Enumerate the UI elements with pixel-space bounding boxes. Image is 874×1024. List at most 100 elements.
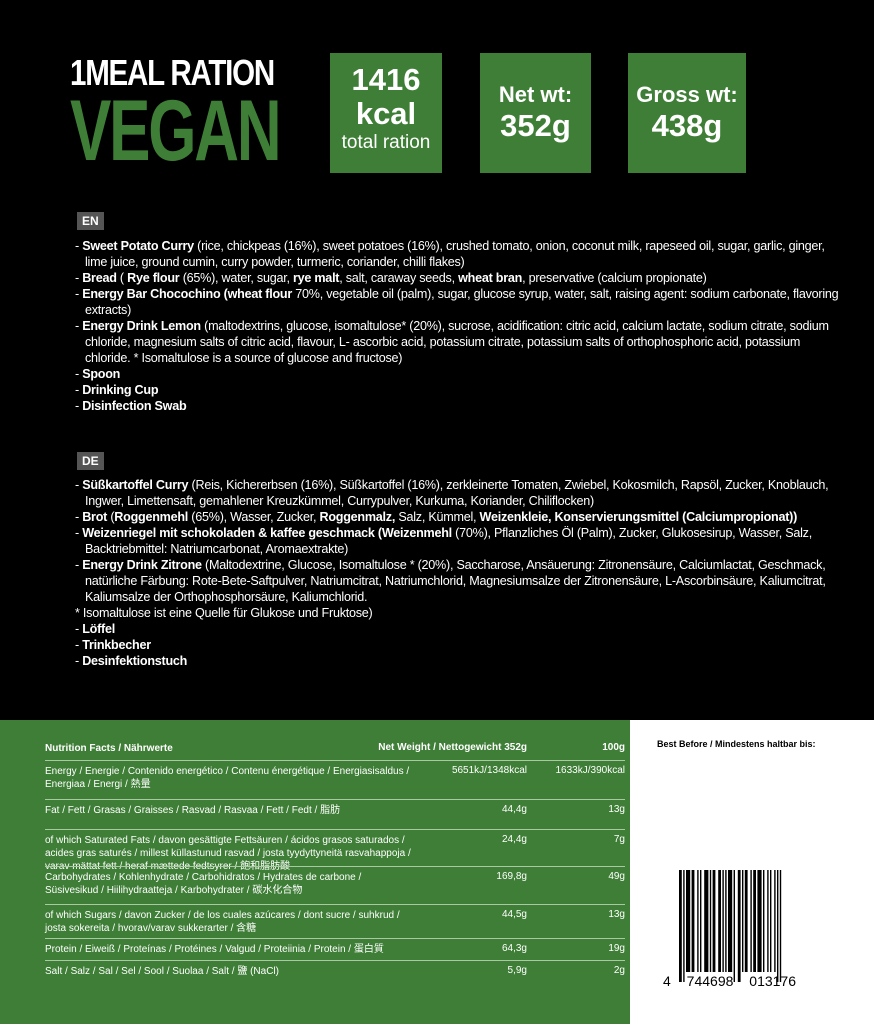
ingredient-name: Sweet Potato Curry: [82, 239, 194, 253]
gross-weight-value: 438g: [651, 108, 723, 143]
ingredient-item: - Trinkbecher: [75, 637, 845, 653]
nutrition-row: Salt / Salz / Sal / Sel / Sool / Suolaa …: [45, 960, 625, 986]
ingredient-text: * Isomaltulose ist eine Quelle für Gluko…: [75, 606, 373, 620]
barcode-bar: [712, 870, 716, 972]
ingredient-name: Energy Drink Zitrone: [82, 558, 202, 572]
nutrient-net-value: 64,3g: [501, 943, 527, 954]
nutrient-per100-value: 2g: [613, 965, 625, 976]
ingredient-name: wheat bran: [458, 271, 523, 285]
ingredient-text: , salt, caraway seeds,: [339, 271, 459, 285]
ingredient-name: Desinfektionstuch: [82, 654, 188, 668]
barcode-bar: [770, 870, 772, 972]
ingredient-name: Disinfection Swab: [82, 399, 187, 413]
en-ingredients: - Sweet Potato Curry (rice, chickpeas (1…: [75, 238, 845, 414]
net-weight-box: Net wt: 352g: [480, 53, 591, 173]
ingredient-text: Salz, Kümmel,: [395, 510, 480, 524]
barcode-bar: [779, 870, 782, 982]
nutrition-row: Energy / Energie / Contenido energético …: [45, 760, 625, 799]
nutrient-label: Carbohydrates / Kohlenhydrate / Carbohid…: [45, 872, 362, 896]
kcal-sub: total ration: [341, 132, 431, 153]
per-100g-header: 100g: [602, 742, 625, 753]
ingredient-text: (65%), Wasser, Zucker,: [188, 510, 320, 524]
nutrient-per100-value: 19g: [608, 943, 625, 954]
ingredient-name: Energy Bar Chocochino (wheat flour: [82, 287, 293, 301]
ingredient-item: - Weizenriegel mit schokoladen & kaffee …: [75, 525, 845, 557]
ingredient-text: -: [75, 654, 83, 668]
ingredient-text: (: [107, 510, 115, 524]
nutrition-row: of which Saturated Fats / davon gesättig…: [45, 829, 625, 872]
ingredient-name: Bread: [82, 271, 117, 285]
product-variant: VEGAN: [70, 83, 282, 179]
ingredient-item: - Drinking Cup: [75, 382, 845, 398]
nutrient-net-value: 169,8g: [496, 871, 527, 882]
ingredient-name: Roggenmehl: [114, 510, 189, 524]
barcode-bar: [686, 870, 691, 972]
ingredient-text: , preservative (calcium propionate): [522, 271, 707, 285]
nutrition-row: Carbohydrates / Kohlenhydrate / Carbohid…: [45, 866, 625, 904]
barcode-bar: [718, 870, 721, 972]
barcode-bar: [733, 870, 735, 982]
nutrient-per100-value: 49g: [608, 871, 625, 882]
barcode-bar: [728, 870, 733, 972]
ingredient-item: - Disinfection Swab: [75, 398, 845, 414]
barcode-bar: [742, 870, 744, 972]
ingredient-name: Brot: [82, 510, 108, 524]
ingredient-text: -: [75, 510, 83, 524]
ingredient-name: Weizenkleie, Konservierungsmittel (Calci…: [479, 510, 798, 524]
barcode-bar: [737, 870, 741, 982]
ingredient-name: Drinking Cup: [82, 383, 159, 397]
ingredient-text: -: [75, 478, 83, 492]
nutrient-label: Protein / Eiweiß / Proteínas / Protéines…: [45, 944, 384, 955]
nutrient-net-value: 5,9g: [507, 965, 527, 976]
ingredient-item: - Löffel: [75, 621, 845, 637]
ingredient-text: -: [75, 319, 83, 333]
ingredient-name: Trinkbecher: [82, 638, 151, 652]
barcode-bar: [709, 870, 712, 972]
nutrient-per100-value: 13g: [608, 909, 625, 920]
de-badge: DE: [77, 452, 104, 470]
ingredient-text: (: [116, 271, 128, 285]
ingredient-text: -: [75, 239, 83, 253]
product-line: 1MEAL RATION: [70, 52, 275, 93]
ingredient-name: Spoon: [82, 367, 121, 381]
best-before-label: Best Before / Mindestens haltbar bis:: [657, 739, 816, 749]
barcode-bar: [700, 870, 702, 972]
barcode-bar: [697, 870, 699, 972]
gross-weight-box: Gross wt: 438g: [628, 53, 746, 173]
barcode-bar: [750, 870, 752, 972]
ingredient-item: - Sweet Potato Curry (rice, chickpeas (1…: [75, 238, 845, 270]
nutrient-label: Fat / Fett / Grasas / Graisses / Rasvad …: [45, 805, 341, 816]
ingredient-text: -: [75, 271, 83, 285]
ingredient-name: rye malt: [292, 271, 340, 285]
ingredient-text: -: [75, 287, 83, 301]
barcode-bar: [704, 870, 709, 972]
barcode-bar: [722, 870, 724, 972]
nutrition-header-label: Nutrition Facts / Nährwerte: [45, 743, 173, 754]
ingredient-text: -: [75, 367, 83, 381]
ingredient-item: - Brot (Roggenmehl (65%), Wasser, Zucker…: [75, 509, 845, 525]
nutrient-per100-value: 1633kJ/390kcal: [555, 765, 626, 776]
barcode-bar: [691, 870, 695, 972]
kcal-box: 1416 kcal total ration: [330, 53, 442, 173]
ingredient-name: Weizenriegel mit schokoladen & kaffee ge…: [82, 526, 452, 540]
ingredient-text: -: [75, 638, 83, 652]
nutrient-per100-value: 13g: [608, 804, 625, 815]
ingredient-item: * Isomaltulose ist eine Quelle für Gluko…: [75, 605, 845, 621]
barcode-bar: [757, 870, 762, 972]
ingredient-item: - Bread ( Rye flour (65%), water, sugar,…: [75, 270, 845, 286]
ingredient-text: -: [75, 622, 83, 636]
ingredient-text: 70%, vegetable oil (palm), sugar, glucos…: [85, 287, 839, 317]
ingredient-text: (maltodextrins, glucose, isomaltulose* (…: [85, 319, 829, 365]
barcode-bar: [679, 870, 682, 982]
nutrient-per100-value: 7g: [613, 834, 625, 845]
nutrient-net-value: 24,4g: [501, 834, 527, 845]
barcode-bar: [767, 870, 769, 972]
nutrition-row: Protein / Eiweiß / Proteínas / Protéines…: [45, 938, 625, 960]
ingredient-name: Rye flour: [127, 271, 180, 285]
nutrition-row: of which Sugars / davon Zucker / de los …: [45, 904, 625, 938]
nutrient-net-value: 44,5g: [501, 909, 527, 920]
nutrient-net-value: 44,4g: [501, 804, 527, 815]
barcode-bar: [774, 870, 776, 972]
barcode: [679, 870, 782, 982]
nutrition-table: Nutrition Facts / Nährwerte Net Weight / …: [0, 720, 630, 1024]
